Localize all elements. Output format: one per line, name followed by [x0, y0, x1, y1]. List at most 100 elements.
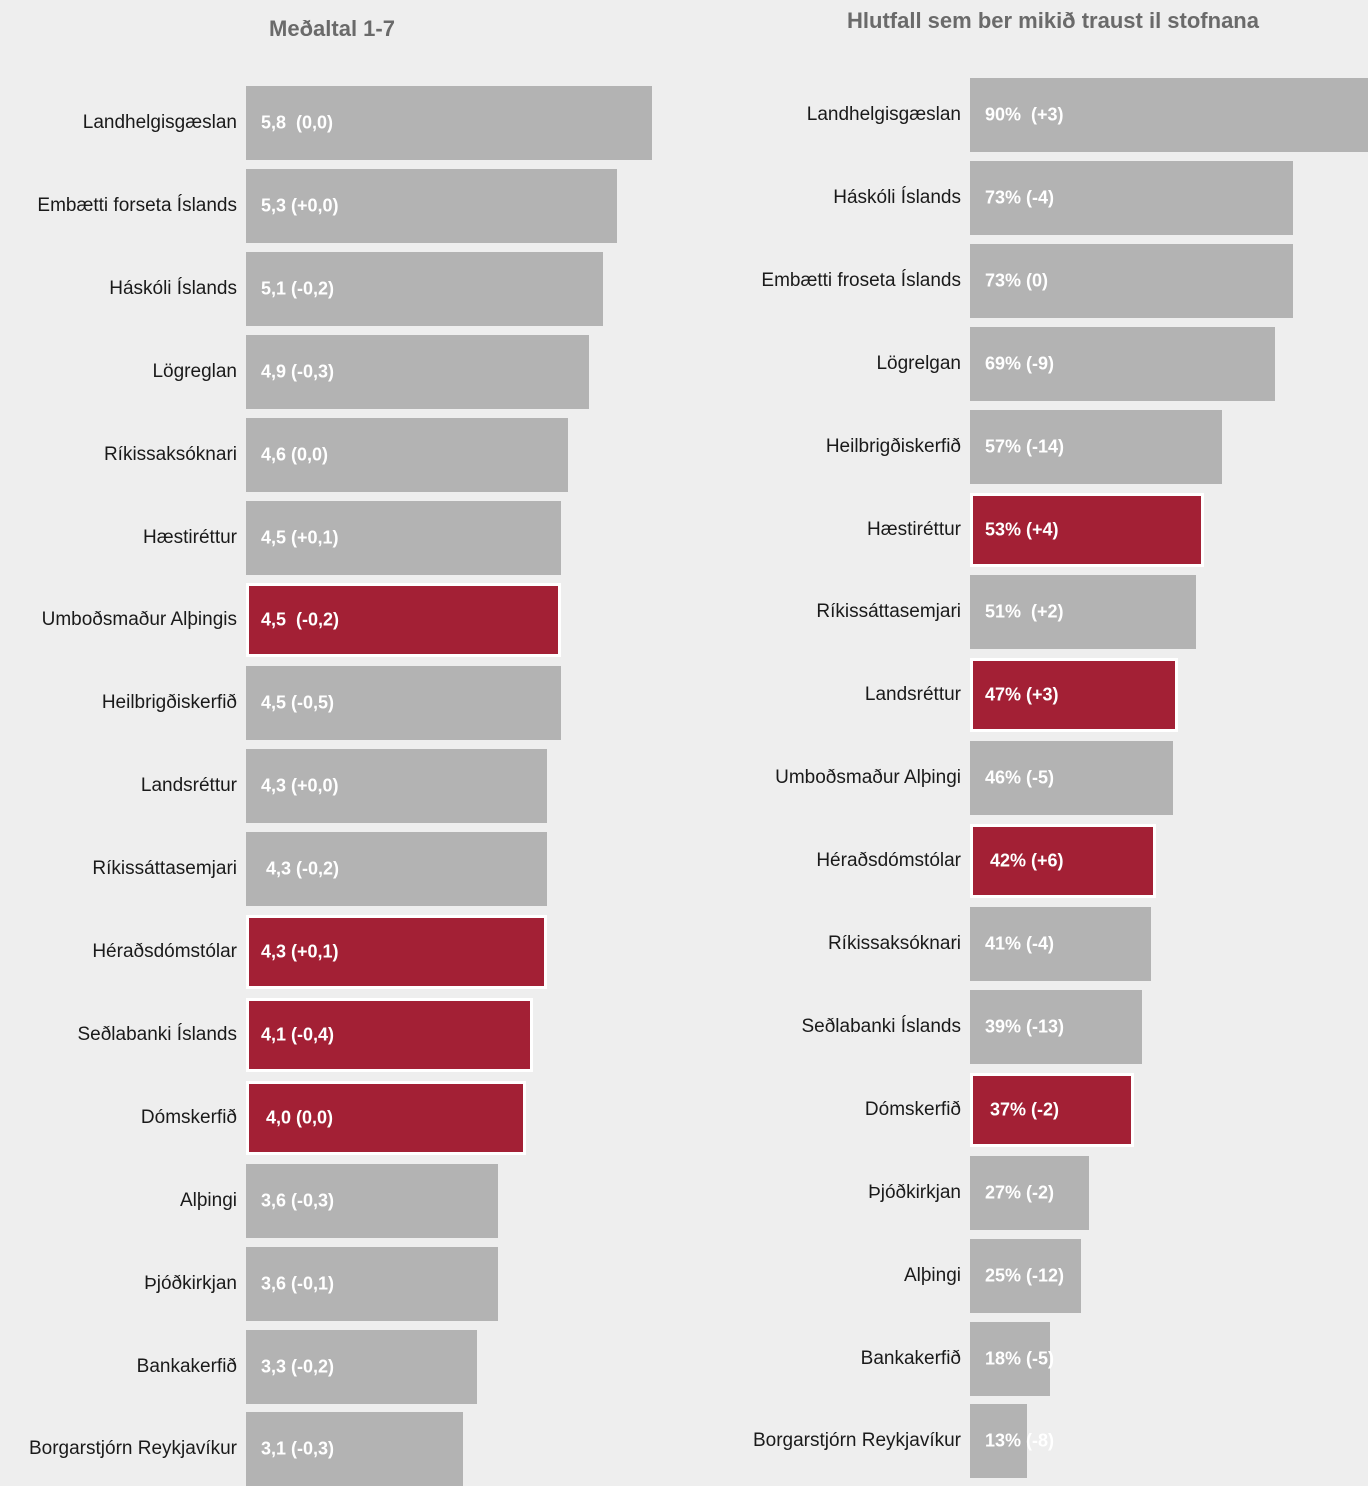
data-label: 39% (-13)	[985, 1016, 1065, 1037]
chart-title: Hlutfall sem ber mikið traust il stofnan…	[847, 8, 1259, 33]
bar: 73% (-4)	[970, 160, 1293, 235]
bar: 37% (-2)	[970, 1072, 1134, 1147]
category-label: Þjóðkirkjan	[144, 1272, 237, 1294]
bar: 13% (-8)	[970, 1404, 1054, 1479]
bar: 4,6 (0,0)	[246, 417, 568, 492]
data-label: 4,5 (-0,5)	[261, 692, 335, 713]
category-label: Seðlabanki Íslands	[801, 1015, 962, 1037]
bar: 25% (-12)	[970, 1238, 1081, 1313]
chart-high-trust-share: Hlutfall sem ber mikið traust il stofnan…	[680, 0, 1368, 1481]
category-label: Dómskerfið	[140, 1106, 237, 1128]
category-label: Borgarstjórn Reykjavíkur	[28, 1438, 237, 1460]
data-label: 5,3 (+0,0)	[261, 195, 339, 216]
bar-rows: Landhelgisgæslan 5,8 (0,0) Embætti forseta…	[0, 0, 680, 1486]
data-label: 4,5 (-0,2)	[261, 609, 340, 630]
data-label: 27% (-2)	[985, 1182, 1055, 1203]
category-label: Alþingi	[903, 1264, 961, 1286]
chart-title: Meðaltal 1-7	[269, 16, 395, 41]
data-label: 42% (+6)	[985, 850, 1064, 871]
category-label: Dómskerfið	[864, 1098, 961, 1120]
category-label: Ríkissaksóknari	[103, 443, 237, 465]
data-label: 47% (+3)	[985, 684, 1059, 705]
bar: 4,9 (-0,3)	[246, 334, 589, 409]
data-label: 37% (-2)	[985, 1099, 1060, 1120]
data-label: 46% (-5)	[985, 767, 1055, 788]
category-label: Umboðsmaður Alþingi	[775, 767, 961, 789]
bar: 69% (-9)	[970, 326, 1276, 401]
bar: 39% (-13)	[970, 989, 1143, 1064]
category-label: Landsréttur	[140, 775, 237, 797]
bar: 5,8 (0,0)	[246, 86, 652, 160]
bar: 5,3 (+0,0)	[246, 168, 617, 243]
data-label: 25% (-12)	[985, 1265, 1065, 1286]
data-label: 3,3 (-0,2)	[261, 1356, 335, 1376]
category-label: Ríkissaksóknari	[827, 933, 961, 954]
category-label: Lögrelgan	[876, 352, 961, 374]
bar: 46% (-5)	[970, 741, 1174, 816]
data-label: 53% (+4)	[985, 519, 1059, 539]
category-label: Bankakerfið	[860, 1347, 961, 1369]
data-label: 73% (-4)	[985, 187, 1055, 208]
bar: 47% (+3)	[970, 658, 1178, 733]
bar: 27% (-2)	[970, 1155, 1090, 1230]
category-label: Landhelgisgæslan	[806, 104, 961, 125]
category-label: Embætti forseta Íslands	[37, 194, 237, 216]
bar: 42% (+6)	[970, 824, 1156, 899]
category-label: Ríkissáttasemjari	[92, 858, 237, 880]
category-label: Umboðsmaður Alþingis	[41, 609, 237, 631]
bar: 4,5 (-0,5)	[246, 666, 561, 741]
bar: 3,1 (-0,3)	[246, 1412, 463, 1486]
bar: 5,1 (-0,2)	[246, 251, 603, 326]
data-label: 4,3 (+0,1)	[261, 941, 339, 962]
category-label: Háskóli Íslands	[833, 186, 961, 208]
bar: 4,3 (+0,0)	[246, 749, 547, 824]
data-label: 4,1 (-0,4)	[261, 1024, 335, 1045]
bar: 18% (-5)	[970, 1321, 1054, 1396]
category-label: Þjóðkirkjan	[868, 1181, 961, 1203]
data-label: 57% (-14)	[985, 436, 1065, 457]
category-label: Heilbrigðiskerfið	[101, 692, 237, 714]
data-label: 69% (-9)	[985, 353, 1055, 374]
bar-rows: Landhelgisgæslan 90% (+3) Háskóli Íslands 7…	[680, 0, 1368, 1481]
category-label: Heilbrigðiskerfið	[825, 435, 961, 457]
data-label: 3,6 (-0,3)	[261, 1190, 335, 1211]
chart-mean-score: Meðaltal 1-7 Landhelgisgæslan 5,8 (0,0) Em…	[0, 0, 680, 1486]
bar: 4,3 (+0,1)	[246, 915, 547, 989]
bar: 57% (-14)	[970, 409, 1223, 484]
bar: 4,1 (-0,4)	[246, 997, 533, 1072]
data-label: 90% (+3)	[985, 104, 1064, 125]
data-label: 4,3 (+0,0)	[261, 775, 339, 796]
data-label: 5,1 (-0,2)	[261, 278, 335, 299]
bar: 4,0 (0,0)	[246, 1080, 526, 1155]
data-label: 4,5 (+0,1)	[261, 527, 339, 547]
data-label: 4,6 (0,0)	[261, 444, 329, 465]
data-label: 41% (-4)	[985, 933, 1055, 954]
bar: 51% (+2)	[970, 575, 1196, 650]
bar: 73% (0)	[970, 243, 1293, 318]
data-label: 4,9 (-0,3)	[261, 361, 335, 382]
category-label: Ríkissáttasemjari	[816, 601, 961, 623]
category-label: Seðlabanki Íslands	[77, 1023, 238, 1045]
category-label: Bankakerfið	[136, 1355, 237, 1377]
bar: 3,6 (-0,1)	[246, 1246, 498, 1321]
data-label: 18% (-5)	[985, 1348, 1055, 1368]
category-label: Landhelgisgæslan	[82, 112, 237, 133]
category-label: Landsréttur	[864, 684, 961, 706]
category-label: Hæstiréttur	[867, 518, 961, 540]
category-label: Borgarstjórn Reykjavíkur	[752, 1430, 961, 1452]
bar: 4,3 (-0,2)	[246, 832, 547, 907]
bar: 90% (+3)	[970, 78, 1368, 152]
data-label: 51% (+2)	[985, 601, 1064, 622]
data-label: 5,8 (0,0)	[261, 112, 334, 133]
category-label: Lögreglan	[152, 360, 237, 382]
category-label: Embætti froseta Íslands	[761, 269, 961, 291]
category-label: Hæstiréttur	[143, 526, 237, 548]
bar: 41% (-4)	[970, 907, 1152, 981]
bar: 3,3 (-0,2)	[246, 1329, 477, 1404]
data-label: 4,3 (-0,2)	[261, 858, 340, 879]
category-label: Héraðsdómstólar	[816, 850, 961, 872]
data-label: 73% (0)	[985, 270, 1049, 291]
data-label: 4,0 (0,0)	[261, 1107, 334, 1128]
data-label: 3,1 (-0,3)	[261, 1438, 335, 1459]
bar: 4,5 (-0,2)	[246, 583, 561, 658]
